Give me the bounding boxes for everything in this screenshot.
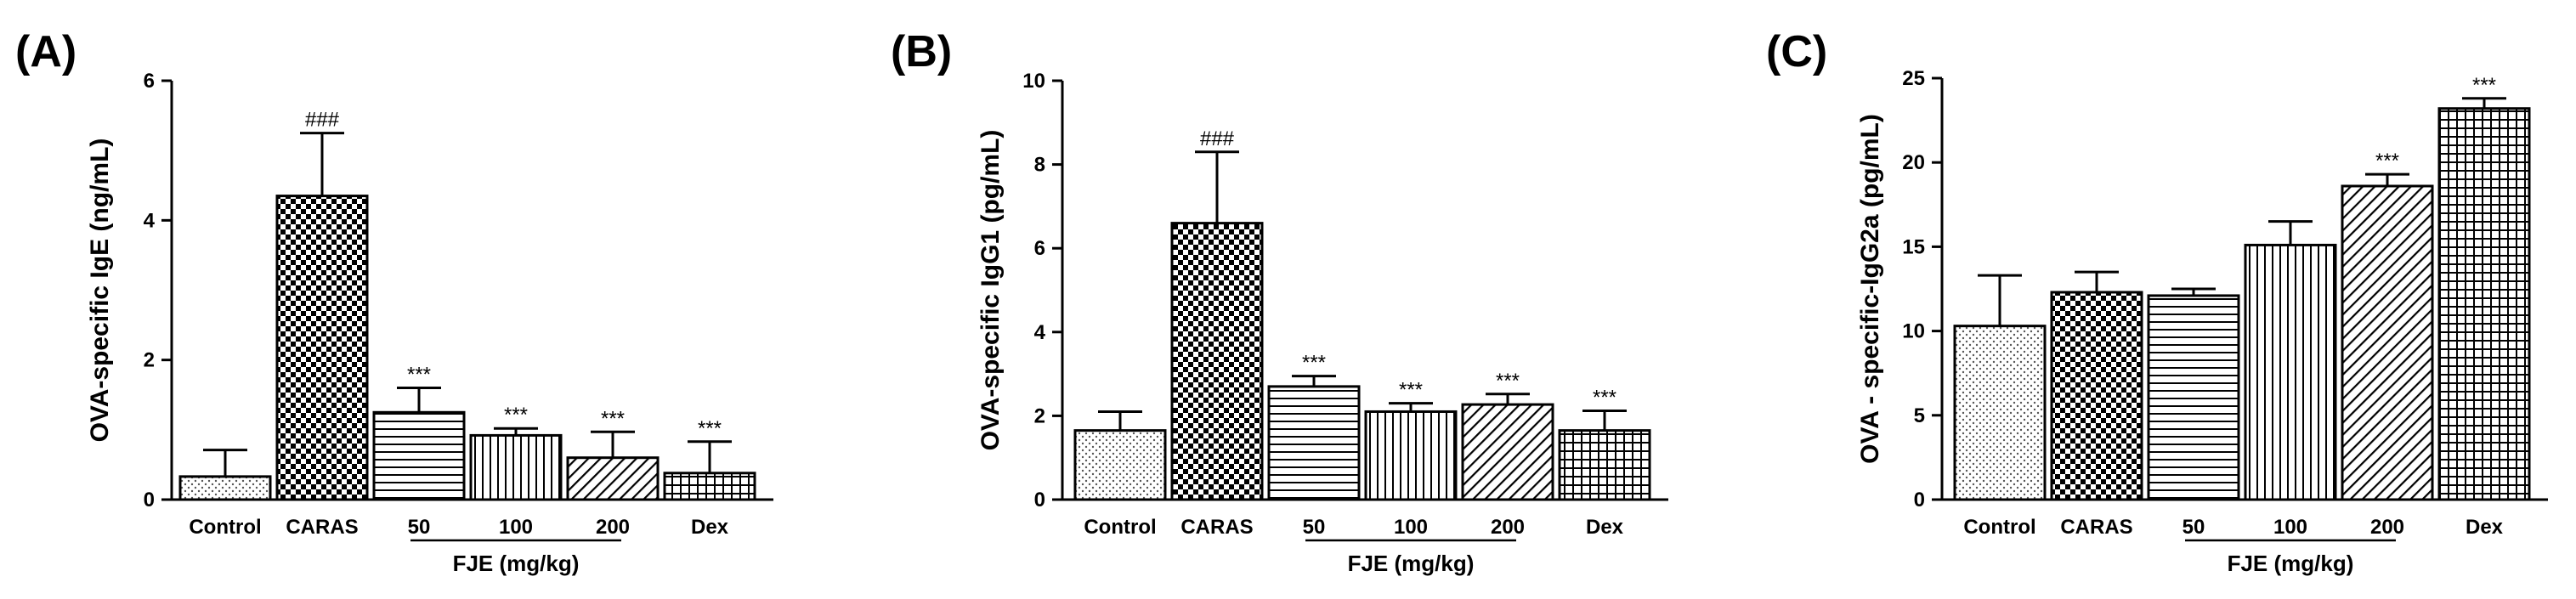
- significance-label: ***: [504, 404, 528, 427]
- x-tick-label: Control: [189, 516, 261, 539]
- y-tick-label: 4: [1034, 321, 1046, 344]
- bar-200: [566, 456, 660, 501]
- y-tick-label: 20: [1902, 151, 1925, 174]
- x-tick-label: 200: [1491, 516, 1525, 539]
- x-tick-label: 200: [2370, 516, 2404, 539]
- x-tick-label: CARAS: [1180, 516, 1253, 539]
- panel-label: (C): [1766, 27, 1827, 76]
- x-tick-label: Control: [1963, 516, 2035, 539]
- x-tick-label: CARAS: [286, 516, 358, 539]
- significance-label: ***: [407, 364, 431, 387]
- y-tick-label: 0: [144, 489, 155, 511]
- x-tick-label: 100: [2273, 516, 2307, 539]
- y-tick-label: 6: [144, 70, 155, 93]
- x-tick-label: 50: [1303, 516, 1326, 539]
- y-tick-label: 5: [1914, 404, 1925, 427]
- x-tick-label: CARAS: [2060, 516, 2132, 539]
- bar-control: [1073, 429, 1167, 501]
- y-tick-label: 0: [1914, 489, 1925, 511]
- bar-dex: [1558, 429, 1651, 501]
- bar-50: [1267, 385, 1361, 501]
- x-tick-label: 50: [2183, 516, 2205, 539]
- y-tick-label: 0: [1034, 489, 1045, 511]
- y-tick-label: 15: [1902, 235, 1925, 258]
- y-tick-label: 8: [1034, 154, 1045, 177]
- x-tick-label: Dex: [2466, 516, 2504, 539]
- bar-dex: [663, 472, 756, 501]
- y-tick-label: 2: [1034, 404, 1045, 427]
- bar-control: [1953, 325, 2047, 501]
- bar-caras: [1170, 222, 1264, 501]
- x-tick-label: 200: [596, 516, 630, 539]
- significance-label: ###: [305, 109, 340, 132]
- panel-label: (B): [891, 27, 952, 76]
- chart-panel-1: (A) 0 2 4 6 OVA-specific IgE (ng/mL) Control ##…: [15, 27, 773, 576]
- bar-200: [1461, 403, 1554, 501]
- bar-caras: [275, 195, 369, 501]
- significance-label: ***: [1399, 379, 1423, 402]
- significance-label: ###: [1200, 127, 1235, 150]
- significance-label: ***: [1302, 352, 1326, 375]
- y-tick-label: 10: [1902, 320, 1925, 343]
- y-tick-label: 10: [1022, 70, 1045, 93]
- y-tick-label: 25: [1902, 67, 1925, 90]
- bar-100: [1364, 410, 1458, 501]
- y-tick-label: 2: [144, 349, 155, 372]
- y-axis-label: OVA-specific IgE (ng/mL): [86, 138, 114, 443]
- bar-100: [2244, 243, 2337, 501]
- x-tick-label: Control: [1084, 516, 1156, 539]
- y-axis-label: OVA-specific IgG1 (pg/mL): [977, 130, 1005, 451]
- x-tick-label: 100: [499, 516, 533, 539]
- panel-label: (A): [15, 27, 76, 76]
- significance-label: ***: [2472, 74, 2496, 97]
- bar-50: [372, 410, 466, 501]
- x-tick-label: 100: [1394, 516, 1428, 539]
- bar-dex: [2437, 107, 2531, 501]
- chart-panel-2: (B) 0 2 4 6 8 10 OVA-specific IgG1 (pg/mL) Contr…: [891, 27, 1668, 576]
- bar-200: [2341, 184, 2434, 501]
- significance-label: ***: [2375, 150, 2399, 172]
- y-axis-label: OVA - specific-IgG2a (pg/mL): [1856, 114, 1884, 464]
- bar-caras: [2050, 291, 2143, 501]
- y-tick-label: 6: [1034, 237, 1045, 260]
- x-tick-label: 50: [408, 516, 431, 539]
- x-tick-label: Dex: [691, 516, 729, 539]
- significance-label: ***: [698, 417, 722, 440]
- chart-panel-3: (C) 0 5 10 15 20 25 OVA - specific-IgG2a (pg/mL…: [1766, 27, 2548, 576]
- x-axis-label: FJE (mg/kg): [2228, 551, 2354, 576]
- bar-50: [2147, 294, 2240, 501]
- x-axis-label: FJE (mg/kg): [1348, 551, 1475, 576]
- significance-label: ***: [601, 407, 625, 430]
- significance-label: ***: [1496, 370, 1520, 393]
- bar-100: [469, 433, 563, 501]
- x-axis-label: FJE (mg/kg): [453, 551, 580, 576]
- x-tick-label: Dex: [1586, 516, 1624, 539]
- y-tick-label: 4: [144, 209, 156, 232]
- significance-label: ***: [1593, 386, 1616, 409]
- bar-control: [178, 475, 272, 501]
